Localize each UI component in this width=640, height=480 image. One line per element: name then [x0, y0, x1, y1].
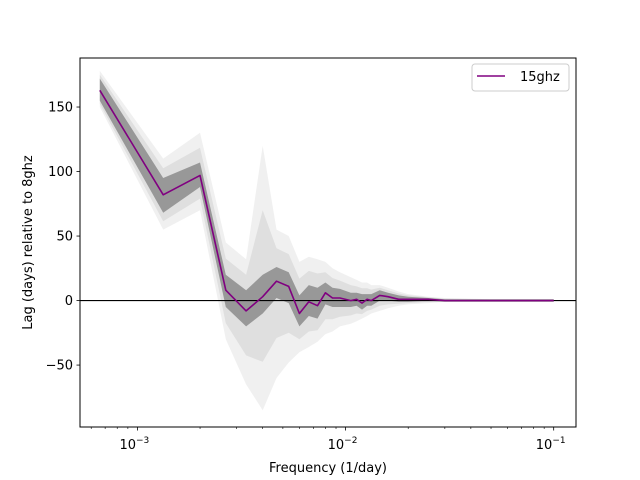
x-axis-label: Frequency (1/day)	[269, 461, 387, 476]
y-axis: −50 0 50 100 150	[46, 101, 80, 374]
outer-spread-band	[99, 70, 554, 411]
x-tick-label: 10−1	[536, 436, 566, 453]
axes-frame	[79, 57, 577, 428]
legend-label-15ghz: 15ghz	[520, 70, 560, 85]
y-tick-label: 100	[48, 165, 73, 180]
y-tick-label: 150	[48, 101, 73, 116]
x-tick-label: 10−3	[119, 436, 149, 453]
y-tick-label: 50	[56, 230, 73, 245]
plot-content	[80, 70, 576, 411]
legend-box	[471, 63, 570, 92]
y-tick-label: 0	[65, 294, 73, 309]
middle-spread-band	[99, 74, 554, 362]
x-tick-label: 10−2	[328, 436, 358, 453]
inner-spread-band	[99, 78, 554, 327]
x-axis: 10−3 10−2 10−1	[90, 427, 566, 453]
plot-area	[80, 70, 576, 411]
y-axis-label: Lag (days) relative to 8ghz	[21, 155, 36, 330]
series-line-15ghz	[99, 89, 554, 315]
legend: 15ghz	[471, 63, 570, 92]
y-tick-label: −50	[46, 359, 73, 374]
